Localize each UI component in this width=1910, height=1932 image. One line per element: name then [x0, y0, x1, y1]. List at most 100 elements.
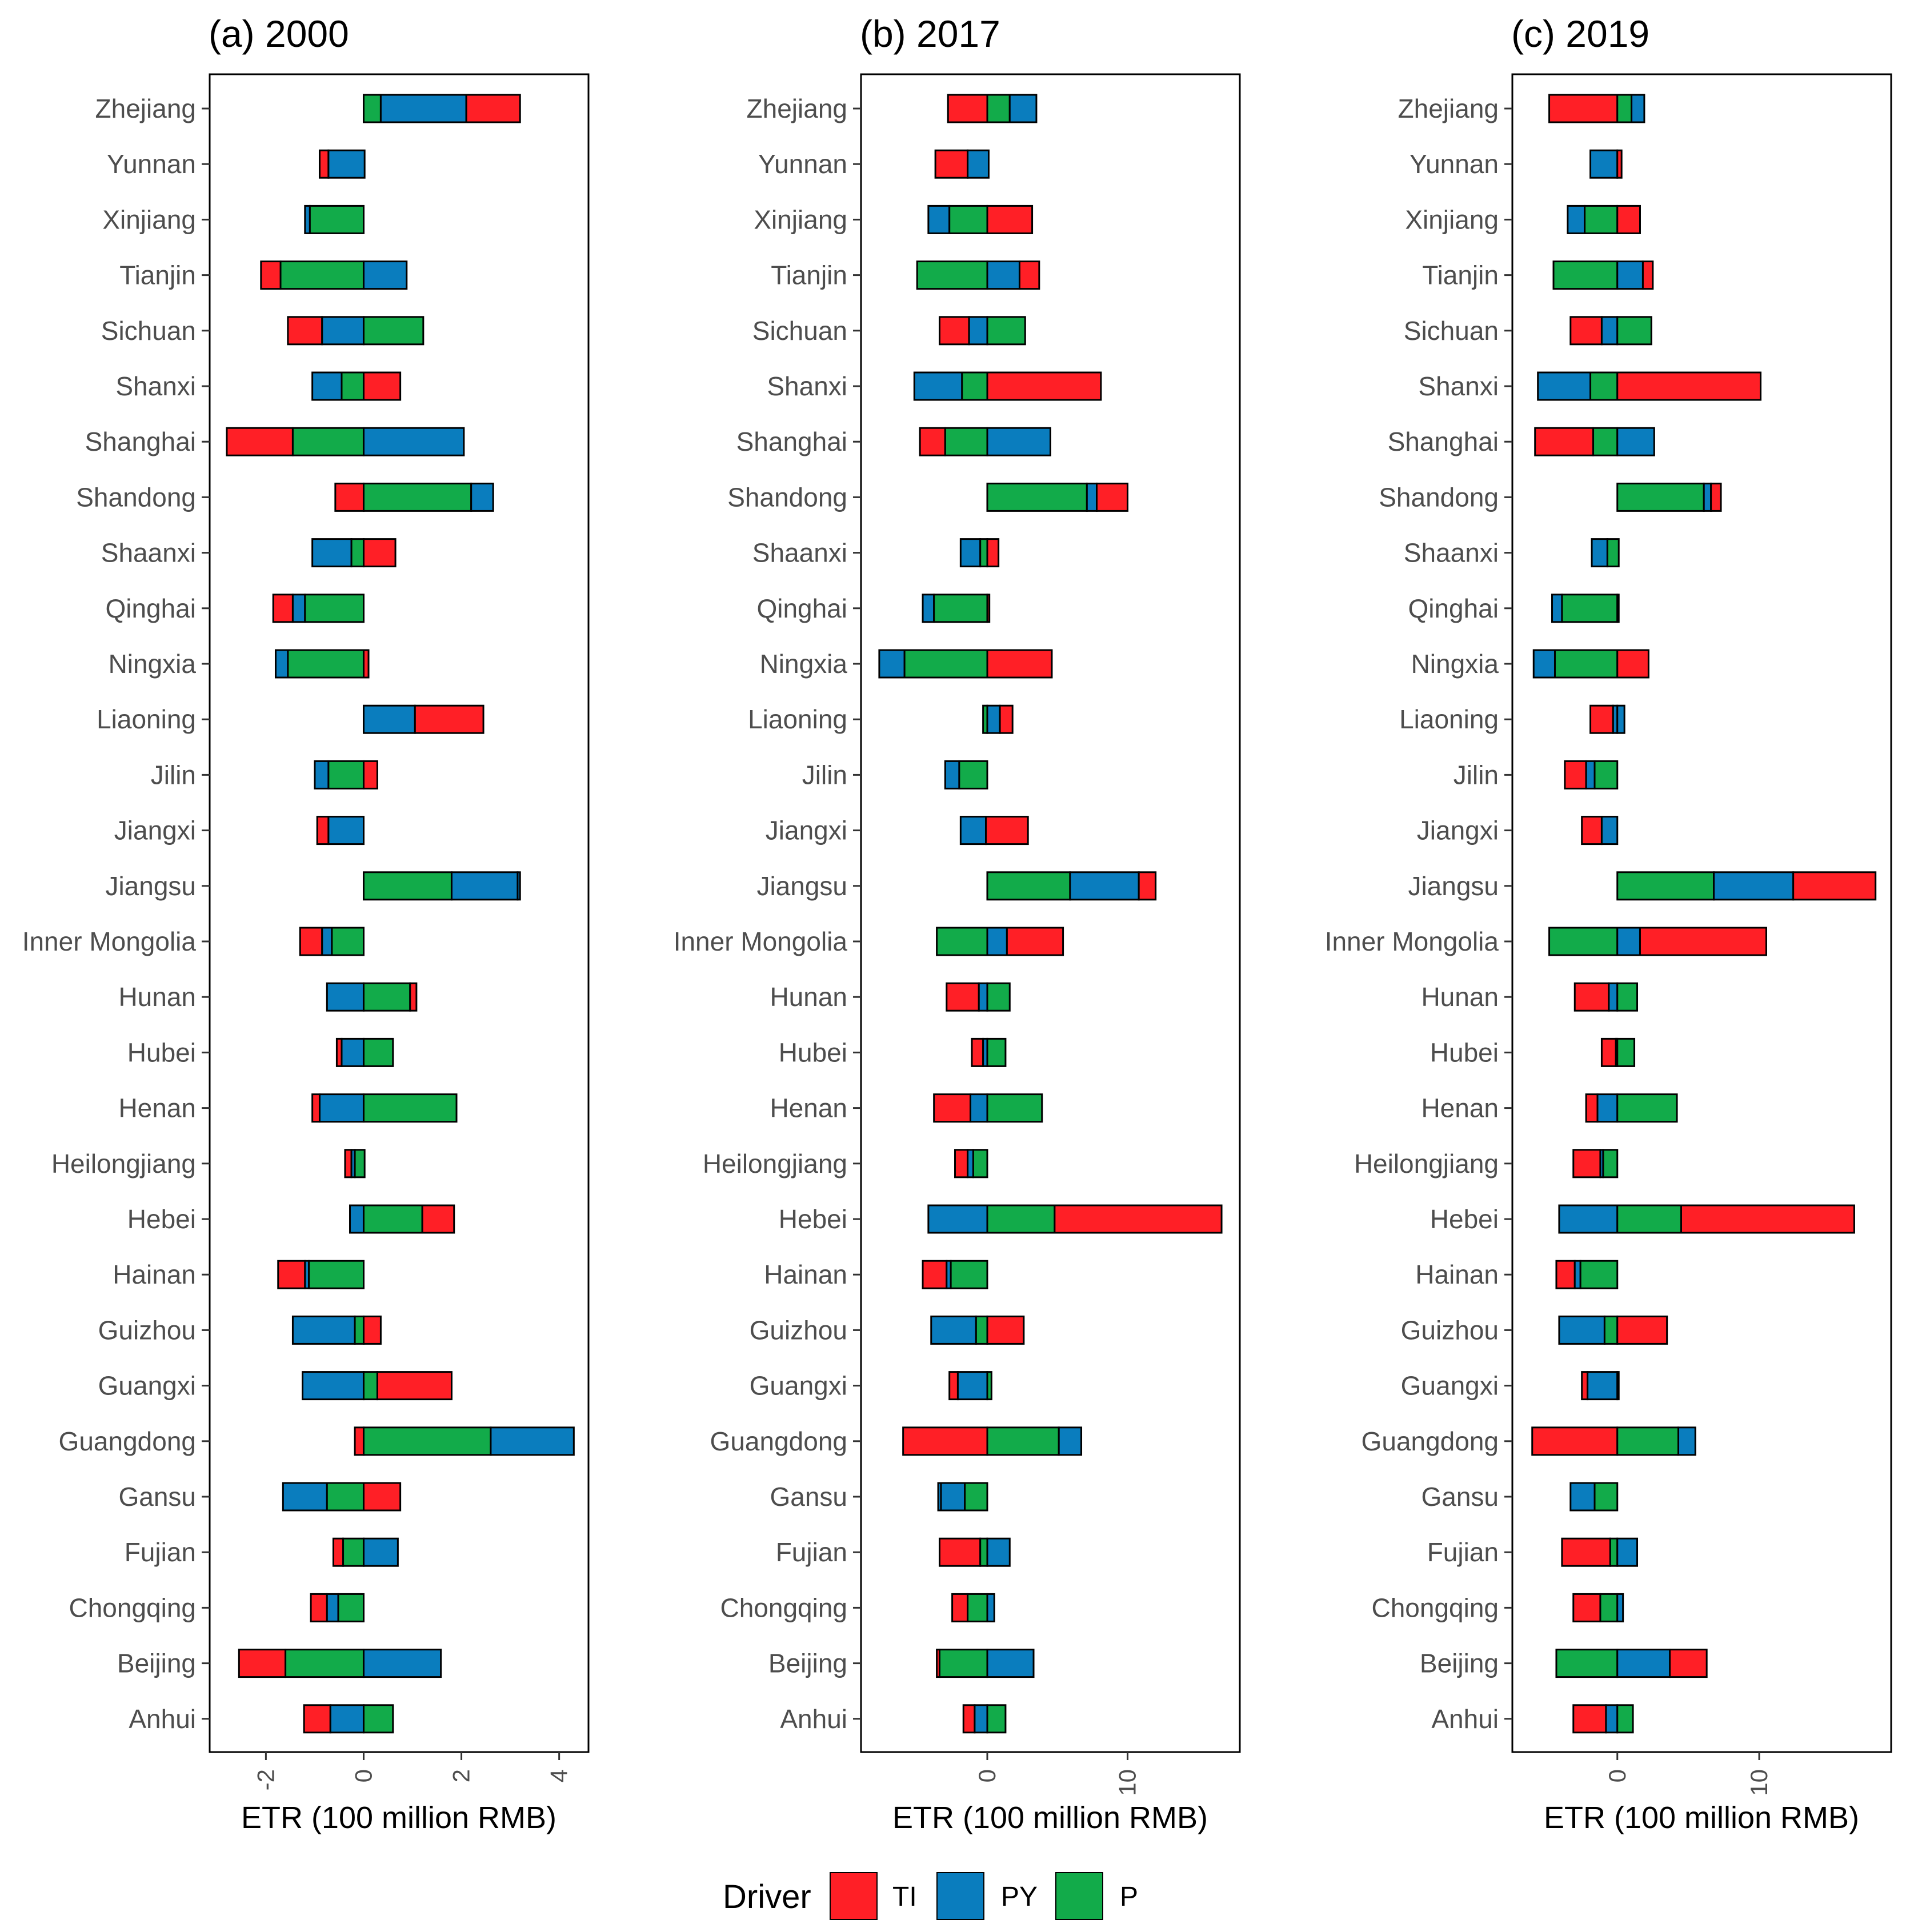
bar-2019-liaoning-py-2 — [1616, 704, 1625, 734]
province-label-liaoning-2017: Liaoning — [748, 704, 847, 734]
bar-2017-hebei-py-0 — [927, 1204, 988, 1234]
province-label-fujian-2017: Fujian — [776, 1537, 847, 1567]
bar-2017-xinjiang-py-0 — [927, 205, 951, 234]
bar-2000-chongqing-py-1 — [326, 1593, 339, 1622]
province-label-guangdong-2019: Guangdong — [1362, 1426, 1499, 1456]
province-label-guangxi-2019: Guangxi — [1401, 1371, 1499, 1401]
bar-2019-tianjin-py-1 — [1616, 260, 1644, 290]
bar-2000-shanxi-p-1 — [341, 371, 365, 401]
bar-2000-beijing-ti-0 — [238, 1649, 287, 1678]
bar-2019-jilin-py-1 — [1585, 760, 1596, 789]
province-label-beijing-2000: Beijing — [117, 1649, 196, 1678]
province-label-gansu-2017: Gansu — [770, 1482, 847, 1512]
bar-2000-guangxi-ti-2 — [376, 1371, 453, 1401]
bar-2017-anhui-py-1 — [974, 1704, 988, 1734]
bar-2000-zhejiang-p-0 — [362, 94, 382, 123]
bar-2000-hunan-ti-2 — [409, 982, 418, 1012]
legend-label-p: P — [1120, 1882, 1138, 1912]
province-label-shanxi-2019: Shanxi — [1418, 371, 1499, 401]
province-label-gansu-2019: Gansu — [1421, 1482, 1499, 1512]
bar-2000-hainan-ti-0 — [277, 1260, 306, 1289]
bar-2019-hubei-p-2 — [1616, 1037, 1636, 1067]
bar-2017-chongqing-py-2 — [986, 1593, 995, 1622]
bar-2017-qinghai-ti-2 — [986, 594, 991, 623]
bar-2000-hebei-p-1 — [362, 1204, 423, 1234]
bar-2000-jilin-py-0 — [314, 760, 330, 789]
bars-2019 — [1531, 94, 1877, 1734]
bar-2019-jiangsu-py-1 — [1713, 871, 1795, 901]
province-label-jilin-2017: Jilin — [802, 760, 847, 789]
bar-2017-ningxia-py-0 — [878, 649, 906, 679]
bar-2019-shaanxi-p-1 — [1606, 538, 1620, 568]
x-tick-label-2000-0: -2 — [252, 1769, 279, 1790]
bar-2000-fujian-p-1 — [342, 1537, 365, 1567]
bar-2000-jiangsu-py-1 — [450, 871, 519, 901]
x-tick-label-2017-0: 0 — [974, 1769, 1000, 1782]
bar-2019-guangxi-py-1 — [1587, 1371, 1619, 1401]
bar-2000-hunan-py-0 — [326, 982, 365, 1012]
bar-2000-beijing-py-2 — [362, 1649, 442, 1678]
bar-2000-yunnan-py-1 — [327, 149, 366, 179]
province-label-qinghai-2017: Qinghai — [756, 594, 847, 623]
bar-2019-zhejiang-py-2 — [1631, 94, 1645, 123]
bar-2019-chongqing-ti-0 — [1572, 1593, 1601, 1622]
bar-2000-anhui-p-2 — [362, 1704, 394, 1734]
province-label-hunan-2000: Hunan — [118, 982, 196, 1012]
province-label-ningxia-2019: Ningxia — [1411, 649, 1499, 679]
bar-2017-sichuan-ti-0 — [939, 316, 970, 346]
province-label-zhejiang-2019: Zhejiang — [1398, 94, 1499, 123]
bar-2000-shaanxi-py-0 — [311, 538, 353, 568]
bar-2017-zhejiang-py-2 — [1008, 94, 1038, 123]
bar-2017-shandong-ti-2 — [1096, 482, 1129, 512]
x-tick-label-2019-1: 10 — [1745, 1769, 1772, 1796]
bar-2019-henan-p-2 — [1616, 1093, 1678, 1123]
province-label-jilin-2019: Jilin — [1453, 760, 1499, 789]
province-label-xinjiang-2017: Xinjiang — [754, 205, 847, 234]
bar-2000-chongqing-p-2 — [337, 1593, 365, 1622]
bar-2017-tianjin-p-0 — [916, 260, 988, 290]
province-label-jilin-2000: Jilin — [151, 760, 196, 789]
bar-2019-inner-mongolia-py-1 — [1616, 927, 1641, 956]
bar-2019-beijing-p-0 — [1555, 1649, 1619, 1678]
province-label-guangdong-2017: Guangdong — [710, 1426, 847, 1456]
province-label-shaanxi-2000: Shaanxi — [101, 538, 196, 568]
province-label-chongqing-2017: Chongqing — [720, 1593, 847, 1622]
bar-2017-shanghai-p-1 — [944, 427, 988, 456]
province-label-henan-2000: Henan — [118, 1093, 196, 1123]
bar-2019-anhui-p-2 — [1616, 1704, 1634, 1734]
bar-2000-liaoning-py-0 — [362, 704, 416, 734]
province-label-shaanxi-2017: Shaanxi — [752, 538, 847, 568]
bar-2019-tianjin-ti-2 — [1641, 260, 1654, 290]
province-label-shanghai-2017: Shanghai — [736, 427, 847, 456]
province-label-shandong-2017: Shandong — [727, 482, 847, 512]
province-label-xinjiang-2000: Xinjiang — [102, 205, 196, 234]
bar-2019-shandong-p-0 — [1616, 482, 1705, 512]
bar-2019-sichuan-py-1 — [1600, 316, 1619, 346]
bar-2019-shanxi-ti-2 — [1616, 371, 1762, 401]
panel-2017: (b) 2017 Zhejiang Yunnan Xinjiang Tianjin Si… — [674, 13, 1241, 1835]
bar-2017-hunan-ti-0 — [946, 982, 980, 1012]
bar-2000-hainan-p-2 — [308, 1260, 365, 1289]
x-axis-2017: 0 10 — [974, 1752, 1141, 1796]
x-axis-2019: 0 10 — [1604, 1752, 1772, 1796]
bar-2019-inner-mongolia-p-0 — [1548, 927, 1619, 956]
legend-title: Driver — [723, 1878, 811, 1915]
bar-2017-fujian-py-2 — [986, 1537, 1011, 1567]
bar-2017-liaoning-py-1 — [986, 704, 1001, 734]
province-label-jiangsu-2000: Jiangsu — [105, 871, 196, 901]
bar-2000-jiangxi-py-1 — [327, 816, 365, 845]
bar-2000-heilongjiang-ti-0 — [344, 1149, 353, 1179]
province-label-beijing-2019: Beijing — [1420, 1649, 1499, 1678]
legend-swatch-ti — [830, 1872, 878, 1920]
bar-2017-jiangsu-p-0 — [986, 871, 1071, 901]
bar-2017-gansu-p-2 — [964, 1482, 988, 1512]
province-label-gansu-2000: Gansu — [118, 1482, 196, 1512]
bar-2017-heilongjiang-p-2 — [972, 1149, 988, 1179]
panel-frame-2017 — [860, 73, 1241, 1753]
bar-2000-anhui-py-1 — [329, 1704, 365, 1734]
province-label-qinghai-2019: Qinghai — [1408, 594, 1499, 623]
bar-2019-jiangxi-ti-0 — [1581, 816, 1603, 845]
bar-2000-shanxi-py-0 — [311, 371, 343, 401]
bar-2017-henan-p-2 — [986, 1093, 1043, 1123]
bar-2017-guizhou-py-0 — [930, 1315, 977, 1345]
